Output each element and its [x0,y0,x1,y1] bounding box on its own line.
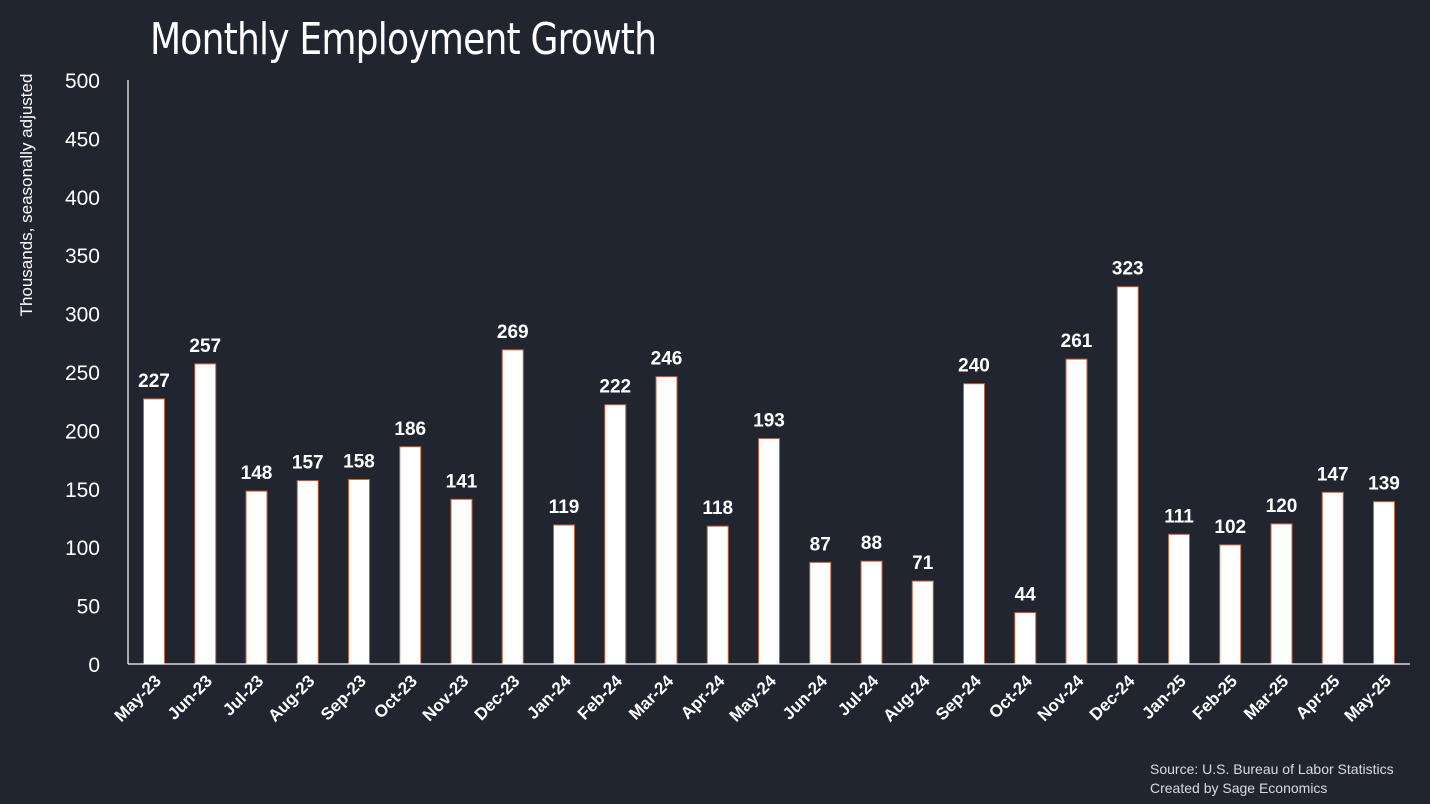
x-tick-label: Jun-24 [779,671,832,724]
data-label: 261 [1061,331,1093,352]
x-tick-label: Mar-24 [625,671,678,724]
bar [1168,533,1190,665]
y-tick-label: 450 [65,128,100,151]
data-label: 269 [497,322,529,343]
y-tick-label: 250 [65,362,100,385]
data-label: 323 [1112,259,1144,280]
x-tick-label: Apr-24 [677,671,729,723]
data-label: 240 [958,356,990,377]
bars [143,286,1395,665]
x-tick-label: Aug-24 [879,671,934,726]
data-label: 186 [394,419,426,440]
bar [143,398,165,665]
x-tick-label: Sep-24 [932,671,985,724]
y-tick-label: 200 [65,420,100,443]
x-tick-label: Apr-25 [1292,671,1344,723]
credit-line: Created by Sage Economics [1150,780,1328,796]
data-label: 88 [861,533,882,554]
bar [809,561,832,665]
x-tick-label: May-23 [111,671,165,725]
y-tick-label: 0 [88,654,100,677]
data-label: 44 [1015,585,1037,606]
data-label: 120 [1266,496,1298,517]
y-tick-label: 50 [77,596,100,619]
chart-title: Monthly Employment Growth [150,14,657,65]
data-label: 148 [241,463,273,484]
bar [450,498,473,665]
y-tick-label: 500 [65,70,100,93]
data-label: 111 [1164,506,1194,527]
x-tick-label: Nov-23 [419,671,473,725]
bar [1014,612,1037,665]
bar [706,525,729,665]
x-tick-label: Mar-25 [1240,671,1292,723]
source-line: Source: U.S. Bureau of Labor Statistics [1150,761,1394,777]
data-label: 87 [810,534,831,555]
x-tick-label: Oct-24 [985,671,1036,722]
bar [860,560,883,665]
y-ticks: 0 50 100 150 200 250 300 350 400 450 500 [65,70,100,677]
x-tick-label: Feb-25 [1189,671,1241,723]
bar [399,446,422,665]
data-label: 118 [702,498,733,519]
bar [758,438,780,665]
data-label: 147 [1317,464,1349,485]
data-label: 102 [1214,517,1246,538]
data-label: 141 [446,471,478,492]
bar [501,349,524,665]
bar [194,363,217,665]
data-label: 257 [189,336,221,357]
y-tick-label: 300 [65,304,100,327]
bar [655,376,678,665]
x-tick-label: May-25 [1341,671,1395,725]
bar [553,524,575,665]
x-tick-label: Jan-24 [523,671,575,723]
data-label: 71 [912,553,934,574]
x-tick-label: Jan-25 [1138,671,1190,723]
bar [1219,544,1242,665]
x-tick-label: Aug-23 [264,671,318,725]
y-axis-label-group: Thousands, seasonally adjusted [17,74,36,317]
x-tick-label: May-24 [726,671,781,726]
bar [1065,358,1088,665]
y-tick-label: 350 [65,245,100,268]
x-tick-label: Dec-24 [1086,671,1139,724]
y-tick-label: 400 [65,187,100,210]
bar [1321,491,1344,665]
bar [296,480,319,665]
bar [911,580,934,665]
x-tick-label: Jul-24 [834,671,883,720]
x-tick-label: Nov-24 [1034,671,1088,725]
data-label: 119 [549,497,580,518]
x-tick-label: Jun-23 [164,671,216,723]
data-label: 222 [599,377,631,398]
bar [963,383,985,665]
y-tick-label: 100 [65,537,100,560]
y-axis-label: Thousands, seasonally adjusted [17,74,36,317]
x-tick-label: Jul-23 [219,671,267,719]
y-tick-label: 150 [65,479,100,502]
data-label: 193 [753,411,785,432]
bar [245,490,268,665]
x-tick-label: Dec-23 [471,671,524,724]
data-label: 157 [292,453,324,474]
data-labels: 227 257 148 157 158 186 141 269 119 222 246 118 193 8… [138,259,1400,606]
x-tick-label: Sep-23 [317,671,370,724]
data-label: 227 [138,371,170,392]
x-tick-label: Feb-24 [574,671,627,724]
bar [1116,286,1139,665]
data-label: 139 [1368,474,1400,495]
x-tick-label: Oct-23 [370,671,421,722]
bar [604,404,627,665]
bar [1373,501,1395,665]
source-note: Source: U.S. Bureau of Labor Statistics … [1150,760,1394,798]
bar [1270,523,1293,665]
axes [127,80,1410,665]
data-label: 158 [343,451,375,472]
bar [348,478,370,665]
data-label: 246 [651,349,683,370]
